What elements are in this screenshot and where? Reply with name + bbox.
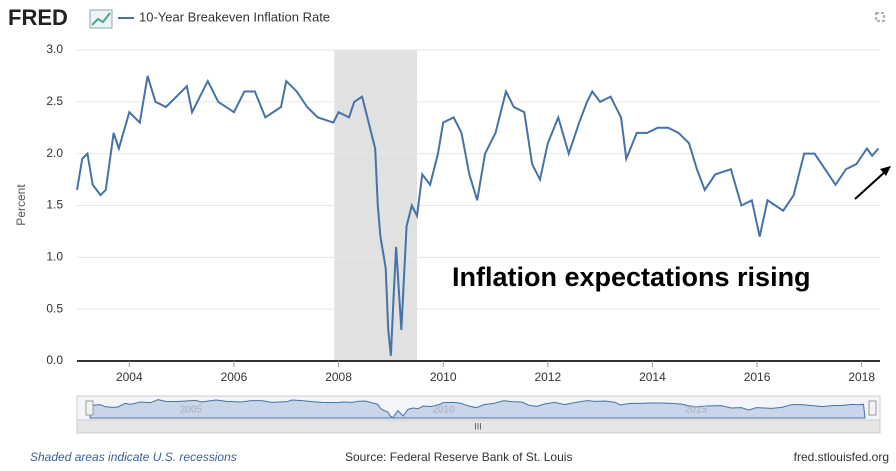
y-tick-label: 0.0 [46, 353, 63, 367]
y-tick-label: 2.5 [46, 94, 63, 108]
footer-note: Shaded areas indicate U.S. recessions [30, 450, 237, 464]
legend-label: 10-Year Breakeven Inflation Rate [139, 9, 330, 24]
navigator-tick-label: 2010 [432, 405, 455, 416]
x-tick-label: 2006 [221, 370, 248, 384]
y-tick-label: 2.0 [46, 146, 63, 160]
navigator-tick-label: 2005 [180, 405, 203, 416]
y-axis-label: Percent [14, 184, 28, 226]
navigator-line [89, 399, 866, 419]
x-tick-label: 2008 [325, 370, 352, 384]
navigator-handle-right[interactable] [868, 400, 877, 416]
fullscreen-icon[interactable] [875, 12, 885, 22]
x-tick-label: 2010 [430, 370, 457, 384]
annotation-arrow [854, 166, 891, 200]
logo: FRED [8, 5, 68, 30]
y-tick-label: 3.0 [46, 42, 63, 56]
y-tick-label: 1.5 [46, 198, 63, 212]
annotation: Inflation expectations rising [452, 262, 811, 292]
footer-site: fred.stlouisfed.org [794, 450, 889, 464]
x-tick-label: 2012 [534, 370, 561, 384]
x-tick-label: 2004 [116, 370, 143, 384]
navigator-handle-left[interactable] [85, 400, 94, 416]
scroll-grip[interactable]: III [474, 421, 482, 431]
navigator-tick-label: 2015 [685, 405, 708, 416]
x-tick-label: 2016 [744, 370, 771, 384]
x-tick-label: 2018 [848, 370, 875, 384]
y-tick-label: 0.5 [46, 301, 63, 315]
x-tick-label: 2014 [639, 370, 666, 384]
y-tick-label: 1.0 [46, 250, 63, 264]
footer-source: Source: Federal Reserve Bank of St. Loui… [345, 450, 572, 464]
logo-icon [89, 9, 113, 29]
data-line [76, 75, 880, 356]
scrollbar[interactable] [76, 419, 881, 434]
